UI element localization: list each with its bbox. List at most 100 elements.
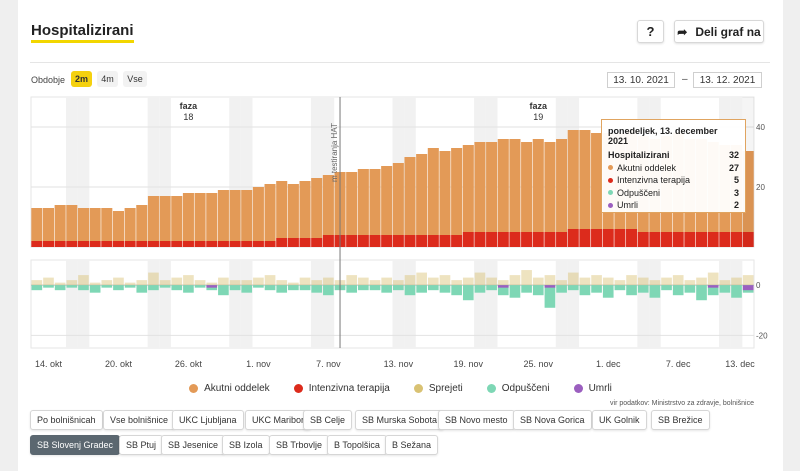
y-tick-label: -20 bbox=[756, 331, 768, 340]
hospital-button[interactable]: Po bolnišnicah bbox=[30, 410, 103, 430]
hospital-button[interactable]: SB Celje bbox=[303, 410, 353, 430]
hospital-button[interactable]: B Sežana bbox=[385, 435, 439, 455]
help-button[interactable]: ? bbox=[637, 20, 664, 43]
bar-admitted bbox=[358, 277, 369, 286]
bar-icu bbox=[89, 241, 101, 247]
phase-label: faza bbox=[180, 101, 199, 111]
bar-icu bbox=[451, 235, 463, 247]
hospital-button[interactable]: UKC Maribor bbox=[245, 410, 312, 430]
legend-label: Umrli bbox=[588, 383, 612, 394]
legend-item-acute[interactable]: Akutni oddelek bbox=[189, 383, 270, 394]
bar-discharged bbox=[672, 285, 684, 296]
weekend-band bbox=[65, 260, 78, 348]
hospital-button[interactable]: SB Slovenj Gradec bbox=[30, 435, 121, 455]
bar-discharged bbox=[707, 285, 719, 296]
bar-discharged bbox=[101, 285, 113, 288]
hospital-button[interactable]: SB Izola bbox=[222, 435, 270, 455]
weekend-band bbox=[322, 97, 335, 247]
tooltip-row-value: 5 bbox=[733, 175, 739, 186]
bar-acute bbox=[567, 130, 579, 229]
bar-discharged bbox=[591, 285, 602, 293]
bar-icu bbox=[626, 229, 638, 247]
period-all-button[interactable]: Vse bbox=[123, 71, 147, 87]
x-tick-label: 13. dec bbox=[725, 359, 755, 369]
bar-acute bbox=[287, 184, 299, 238]
hospital-button[interactable]: SB Ptuj bbox=[119, 435, 164, 455]
bar-discharged bbox=[311, 285, 323, 293]
date-to-input[interactable]: 13. 12. 2021 bbox=[693, 72, 762, 88]
bar-acute bbox=[451, 148, 463, 235]
bar-admitted bbox=[381, 277, 392, 286]
bar-deceased bbox=[206, 285, 218, 288]
bar-discharged bbox=[346, 285, 358, 293]
bar-acute bbox=[66, 205, 78, 241]
bar-discharged bbox=[323, 285, 334, 296]
bar-acute bbox=[77, 208, 90, 241]
period-2m-button[interactable]: 2m bbox=[71, 71, 92, 87]
bar-icu bbox=[509, 232, 521, 247]
legend-item-admitted[interactable]: Sprejeti bbox=[413, 383, 463, 394]
x-tick-label: 13. nov bbox=[384, 359, 414, 369]
bar-icu bbox=[217, 241, 229, 247]
bar-discharged bbox=[497, 285, 509, 296]
bar-acute bbox=[54, 205, 66, 241]
bar-admitted bbox=[218, 277, 229, 286]
bar-admitted bbox=[672, 275, 684, 286]
legend-item-deceased[interactable]: Umrli bbox=[573, 383, 612, 394]
bar-admitted bbox=[474, 272, 486, 286]
hospital-button[interactable]: SB Brežice bbox=[651, 410, 710, 430]
hospital-button[interactable]: UKC Ljubljana bbox=[172, 410, 244, 430]
bar-admitted bbox=[719, 280, 731, 286]
bar-icu bbox=[299, 238, 311, 247]
date-from-input[interactable]: 13. 10. 2021 bbox=[607, 72, 675, 88]
bar-icu bbox=[567, 229, 579, 247]
bar-discharged bbox=[241, 285, 253, 293]
bar-discharged bbox=[532, 285, 544, 296]
bar-icu bbox=[229, 241, 241, 247]
bar-acute bbox=[404, 157, 416, 235]
hospital-button[interactable]: B Topolšica bbox=[327, 435, 387, 455]
tooltip-row: Odpuščeni 3 bbox=[608, 187, 739, 200]
hospital-button[interactable]: SB Nova Gorica bbox=[513, 410, 592, 430]
bar-icu bbox=[602, 229, 614, 247]
bar-admitted bbox=[253, 277, 264, 286]
period-label: Obdobje bbox=[31, 75, 66, 85]
legend-label: Sprejeti bbox=[428, 383, 463, 394]
x-tick-label: 25. nov bbox=[524, 359, 554, 369]
bar-icu bbox=[521, 232, 533, 247]
bar-admitted bbox=[486, 277, 497, 286]
hospital-button[interactable]: UK Golnik bbox=[592, 410, 647, 430]
weekend-band bbox=[77, 260, 90, 348]
phase-number: 19 bbox=[533, 112, 543, 122]
event-label: m testiranja HAT bbox=[330, 123, 339, 182]
bar-icu bbox=[194, 241, 206, 247]
bar-admitted bbox=[649, 280, 661, 286]
bar-discharged bbox=[253, 285, 264, 288]
bar-admitted bbox=[579, 277, 591, 286]
legend-item-icu[interactable]: Intenzivna terapija bbox=[293, 383, 390, 394]
bar-icu bbox=[614, 229, 626, 247]
period-4m-button[interactable]: 4m bbox=[97, 71, 118, 87]
share-button[interactable]: ➦ Deli graf na bbox=[674, 20, 764, 43]
hospital-button[interactable]: SB Murska Sobota bbox=[355, 410, 445, 430]
bar-admitted bbox=[393, 280, 404, 286]
tooltip-row: Umrli 2 bbox=[608, 199, 739, 212]
bar-admitted bbox=[148, 272, 159, 286]
hospital-button[interactable]: Vse bolnišnice bbox=[103, 410, 176, 430]
bar-icu bbox=[695, 232, 708, 247]
bar-admitted bbox=[323, 277, 334, 286]
hospital-button[interactable]: SB Novo mesto bbox=[438, 410, 515, 430]
bar-icu bbox=[497, 232, 509, 247]
bar-acute bbox=[124, 208, 136, 241]
bar-icu bbox=[54, 241, 66, 247]
bar-icu bbox=[252, 241, 264, 247]
bar-admitted bbox=[311, 280, 323, 286]
hospital-button[interactable]: SB Trbovlje bbox=[269, 435, 330, 455]
legend-item-discharged[interactable]: Odpuščeni bbox=[486, 383, 550, 394]
bar-deceased bbox=[544, 285, 556, 288]
hospital-button[interactable]: SB Jesenice bbox=[161, 435, 226, 455]
bar-discharged bbox=[416, 285, 427, 293]
bar-acute bbox=[392, 163, 404, 235]
bar-icu bbox=[31, 241, 43, 247]
bar-discharged bbox=[427, 285, 439, 291]
